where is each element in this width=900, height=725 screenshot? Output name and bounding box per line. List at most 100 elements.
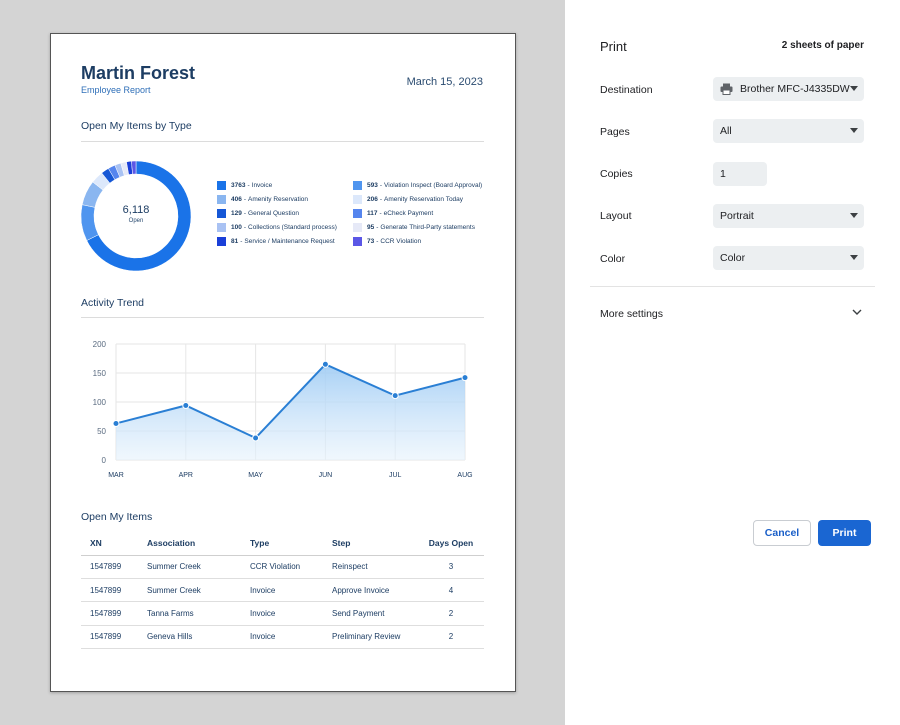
cell-association: Tanna Farms: [138, 601, 241, 626]
copies-label: Copies: [600, 168, 633, 180]
more-settings-toggle[interactable]: More settings: [600, 308, 862, 324]
legend-label: CCR Violation: [380, 238, 422, 245]
column-header-association: Association: [138, 531, 241, 556]
legend-swatch: [217, 195, 226, 204]
table-row: 1547899 Tanna Farms Invoice Send Payment…: [81, 601, 484, 626]
area-fill: [116, 364, 465, 460]
legend-item: 406- Amenity Reservation: [217, 195, 308, 204]
chevron-down-icon: [850, 255, 858, 260]
chevron-down-icon: [852, 309, 862, 315]
cell-days-open: 4: [418, 578, 484, 603]
legend-separator: -: [243, 210, 247, 217]
cell-xn: 1547899: [81, 578, 138, 603]
donut-slice: [131, 160, 137, 175]
section-title-items: Open My Items: [81, 511, 153, 523]
cell-type: Invoice: [241, 625, 323, 650]
pages-select[interactable]: All: [713, 119, 864, 143]
table-row: 1547899 Summer Creek CCR Violation Reins…: [81, 555, 484, 579]
legend-swatch: [353, 195, 362, 204]
sheet-count: 2 sheets of paper: [781, 40, 864, 51]
destination-select[interactable]: Brother MFC-J4335DW: [713, 77, 864, 101]
pages-value: All: [720, 125, 732, 137]
printer-icon: [720, 83, 733, 95]
legend-label: Generate Third-Party statements: [380, 224, 475, 231]
cell-step: Approve Invoice: [323, 578, 418, 603]
cell-type: CCR Violation: [241, 555, 323, 579]
legend-count: 100: [231, 224, 242, 231]
divider: [81, 141, 484, 142]
legend-swatch: [217, 181, 226, 190]
y-tick-label: 50: [97, 427, 106, 436]
legend-item: 73- CCR Violation: [353, 237, 421, 246]
legend-count: 117: [367, 210, 378, 217]
cell-xn: 1547899: [81, 625, 138, 650]
cell-step: Preliminary Review: [323, 625, 418, 650]
legend-separator: -: [243, 224, 247, 231]
legend-count: 406: [231, 196, 242, 203]
cell-step: Reinspect: [323, 555, 418, 579]
legend-count: 81: [231, 238, 239, 245]
data-point: [461, 374, 469, 382]
pages-label: Pages: [600, 126, 630, 138]
table-row: 1547899 Geneva Hills Invoice Preliminary…: [81, 625, 484, 650]
cancel-button[interactable]: Cancel: [753, 520, 811, 546]
chevron-down-icon: [850, 86, 858, 91]
legend-count: 73: [367, 238, 375, 245]
x-tick-label: JUN: [319, 472, 333, 479]
x-tick-label: AUG: [457, 472, 472, 479]
legend-count: 3763: [231, 182, 246, 189]
x-tick-label: MAY: [248, 472, 263, 479]
more-settings-label: More settings: [600, 308, 664, 320]
data-point: [252, 434, 260, 442]
cell-association: Summer Creek: [138, 578, 241, 603]
layout-label: Layout: [600, 210, 632, 222]
data-point: [321, 360, 329, 368]
color-value: Color: [720, 252, 746, 264]
cell-step: Send Payment: [323, 601, 418, 626]
table-header-row: XN Association Type Step Days Open: [81, 531, 484, 556]
legend-item: 3763- Invoice: [217, 181, 272, 190]
legend-count: 95: [367, 224, 375, 231]
cell-days-open: 2: [418, 625, 484, 650]
data-point: [391, 392, 399, 400]
legend-separator: -: [379, 182, 383, 189]
donut-total: 6,118: [122, 204, 150, 216]
legend-swatch: [217, 237, 226, 246]
legend-separator: -: [376, 238, 379, 245]
destination-label: Destination: [600, 84, 653, 96]
legend-swatch: [217, 223, 226, 232]
series-line: [115, 363, 466, 440]
employee-report-subtitle: Employee Report: [81, 85, 151, 95]
color-select[interactable]: Color: [713, 246, 864, 270]
report-page: Martin Forest Employee Report March 15, …: [50, 33, 516, 692]
legend-count: 593: [367, 182, 378, 189]
column-header-step: Step: [323, 531, 418, 556]
cell-type: Invoice: [241, 578, 323, 603]
legend-label: eCheck Payment: [383, 210, 434, 217]
legend-separator: -: [379, 196, 383, 203]
legend-item: 206- Amenity Reservation Today: [353, 195, 463, 204]
x-tick-label: JUL: [389, 472, 402, 479]
legend-label: Collections (Standard process): [248, 224, 337, 231]
section-title-by-type: Open My Items by Type: [81, 120, 192, 132]
legend-label: Service / Maintenance Request: [244, 238, 335, 245]
table-row: 1547899 Summer Creek Invoice Approve Inv…: [81, 578, 484, 603]
legend-separator: -: [379, 210, 382, 217]
legend-separator: -: [247, 182, 250, 189]
legend-swatch: [353, 223, 362, 232]
y-tick-label: 100: [93, 398, 107, 407]
legend-label: Amenity Reservation: [248, 196, 309, 203]
legend-label: Violation Inspect (Board Approval): [384, 182, 483, 189]
print-button[interactable]: Print: [818, 520, 871, 546]
donut-total-label: Open: [128, 218, 144, 224]
layout-select[interactable]: Portrait: [713, 204, 864, 228]
column-header-xn: XN: [81, 531, 138, 556]
divider: [81, 317, 484, 318]
cell-association: Summer Creek: [138, 555, 241, 579]
cell-xn: 1547899: [81, 555, 138, 579]
open-items-table: XN Association Type Step Days Open 15478…: [81, 531, 484, 650]
copies-input[interactable]: [713, 162, 767, 186]
print-title: Print: [600, 39, 627, 54]
donut-chart: [80, 160, 192, 272]
employee-name: Martin Forest: [81, 63, 196, 83]
